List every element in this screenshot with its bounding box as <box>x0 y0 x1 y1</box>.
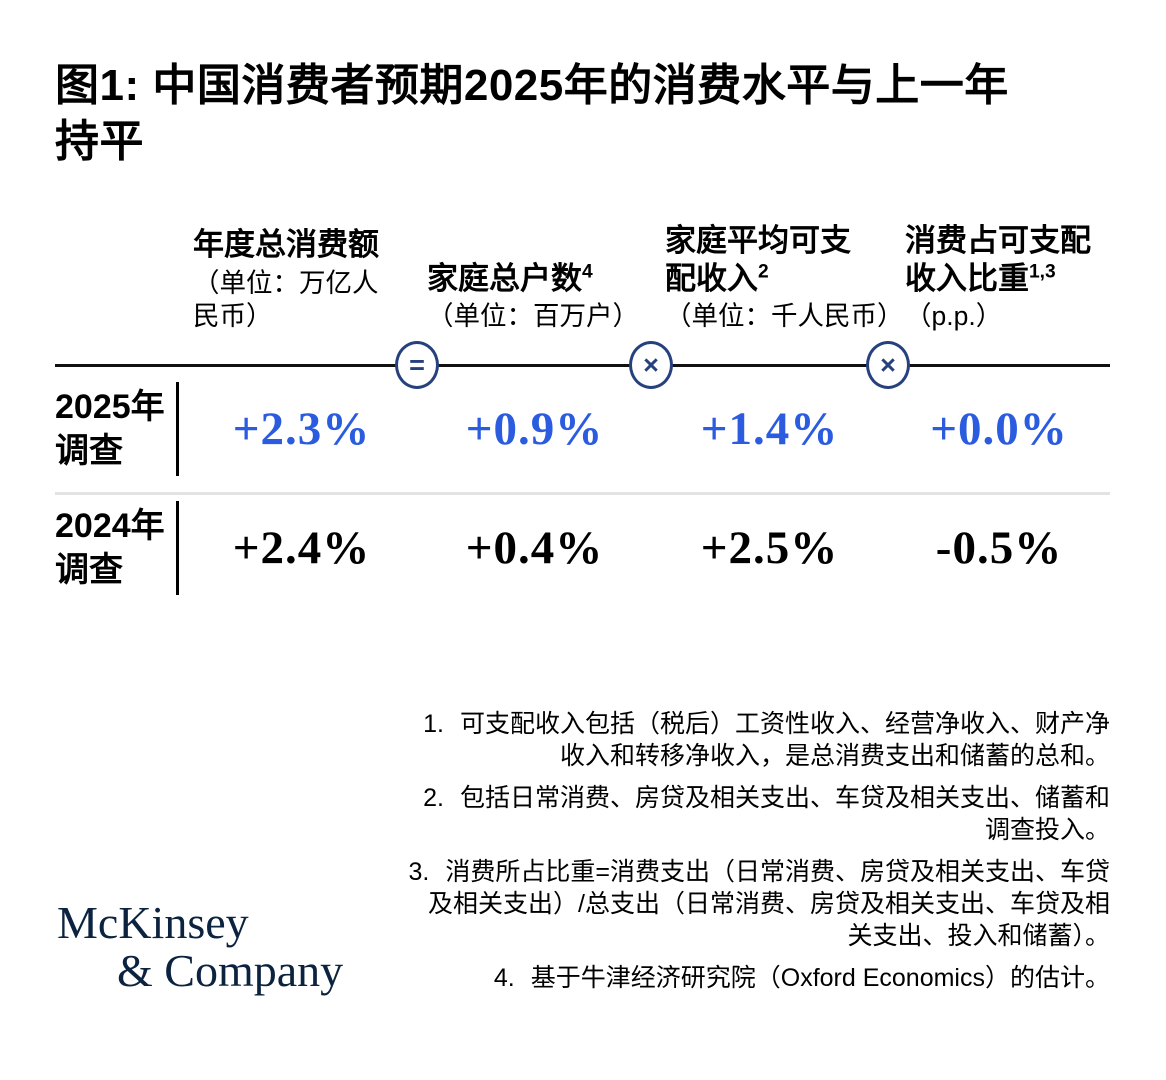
table-row-2024-survey: 2024年 调查 +2.4% +0.4% +2.5% -0.5% <box>55 495 1110 602</box>
column-title: 年度总消费额 <box>193 226 418 264</box>
row-label-line2: 调查 <box>55 551 123 590</box>
equation-divider-line: = × × <box>55 341 1110 390</box>
row-label-cell: 2024年 调查 <box>55 501 185 596</box>
column-unit: （单位：万亿人民币） <box>193 268 379 332</box>
footnote-2: 2. 包括日常消费、房贷及相关支出、车贷及相关支出、储蓄和调查投入。 <box>405 782 1110 846</box>
mckinsey-logo-line2: & Company <box>117 944 344 996</box>
footnote-marker: 2 <box>758 261 769 283</box>
multiply-operator-icon: × <box>629 341 673 390</box>
value-consumption-share: -0.5% <box>935 522 1063 575</box>
equals-operator-icon: = <box>395 341 439 390</box>
column-title-text: 消费占可支配收入比重 <box>905 222 1091 296</box>
row-label: 2024年 调查 <box>55 501 179 596</box>
footnote-marker: 1,3 <box>1029 261 1056 283</box>
footnote-number: 3. <box>408 857 430 886</box>
row-label: 2025年 调查 <box>55 382 179 477</box>
value-disposable-income: +1.4% <box>700 403 839 456</box>
column-title-text: 年度总消费额 <box>193 227 379 263</box>
multiply-operator-icon: × <box>866 341 910 390</box>
row-label-cell: 2025年 调查 <box>55 382 185 477</box>
value-total-consumption: +2.4% <box>232 522 371 575</box>
footnote-text: 可支配收入包括（税后）工资性收入、经营净收入、财产净收入和转移净收入，是总消费支… <box>459 709 1110 770</box>
column-header-consumption-share: 消费占可支配收入比重1,3 （p.p.） <box>888 222 1110 334</box>
value-total-consumption: +2.3% <box>232 403 371 456</box>
value-households: +0.9% <box>465 403 604 456</box>
exhibit-title: 图1: 中国消费者预期2025年的消费水平与上一年 持平 <box>55 58 1110 170</box>
column-title: 家庭平均可支配收入2 <box>665 222 865 298</box>
column-unit: （单位：百万户） <box>427 301 639 332</box>
footnote-text: 基于牛津经济研究院（Oxford Economics）的估计。 <box>530 963 1110 992</box>
value-disposable-income: +2.5% <box>700 522 839 575</box>
column-header-total-consumption: 年度总消费额 （单位：万亿人民币） <box>185 226 418 334</box>
mckinsey-logo: McKinsey & Company <box>57 899 343 995</box>
value-households: +0.4% <box>465 522 604 575</box>
row-label-line2: 调查 <box>55 432 123 471</box>
mckinsey-logo-line1: McKinsey <box>57 897 249 948</box>
exhibit-title-line1: 图1: 中国消费者预期2025年的消费水平与上一年 <box>55 61 1009 110</box>
footnote-text: 消费所占比重=消费支出（日常消费、房贷及相关支出、车贷及相关支出）/总支出（日常… <box>428 857 1110 950</box>
column-title-text: 家庭平均可支配收入 <box>665 222 851 296</box>
footnotes-block: 1. 可支配收入包括（税后）工资性收入、经营净收入、财产净收入和转移净收入，是总消… <box>405 708 1110 994</box>
column-title-text: 家庭总户数 <box>427 260 582 296</box>
exhibit-title-line2: 持平 <box>55 116 144 166</box>
column-header-households: 家庭总户数4 （单位：百万户） <box>418 260 651 334</box>
table-row-2025-survey: 2025年 调查 +2.3% +0.9% +1.4% +0.0% <box>55 367 1110 492</box>
footnote-1: 1. 可支配收入包括（税后）工资性收入、经营净收入、财产净收入和转移净收入，是总消… <box>405 708 1110 772</box>
footnote-4: 4. 基于牛津经济研究院（Oxford Economics）的估计。 <box>405 962 1110 994</box>
column-unit: （单位：千人民币） <box>665 301 904 332</box>
value-consumption-share: +0.0% <box>930 403 1068 456</box>
column-title: 家庭总户数4 <box>427 260 651 298</box>
column-header-disposable-income: 家庭平均可支配收入2 （单位：千人民币） <box>651 222 904 334</box>
column-header-row: 年度总消费额 （单位：万亿人民币） 家庭总户数4 （单位：百万户） 家庭平均可支… <box>55 222 1110 334</box>
footnote-text: 包括日常消费、房贷及相关支出、车贷及相关支出、储蓄和调查投入。 <box>459 783 1110 844</box>
footnote-number: 4. <box>493 963 515 992</box>
column-title: 消费占可支配收入比重1,3 <box>905 222 1105 298</box>
footnote-number: 2. <box>423 783 444 812</box>
row-label-line1: 2025年 <box>55 388 165 427</box>
footnote-number: 1. <box>423 709 444 738</box>
footnote-marker: 4 <box>582 261 593 283</box>
footnote-3: 3. 消费所占比重=消费支出（日常消费、房贷及相关支出、车贷及相关支出）/总支出（… <box>405 856 1110 952</box>
column-unit: （p.p.） <box>905 301 1003 332</box>
row-label-line1: 2024年 <box>55 507 165 546</box>
row-separator-line <box>55 491 1110 495</box>
